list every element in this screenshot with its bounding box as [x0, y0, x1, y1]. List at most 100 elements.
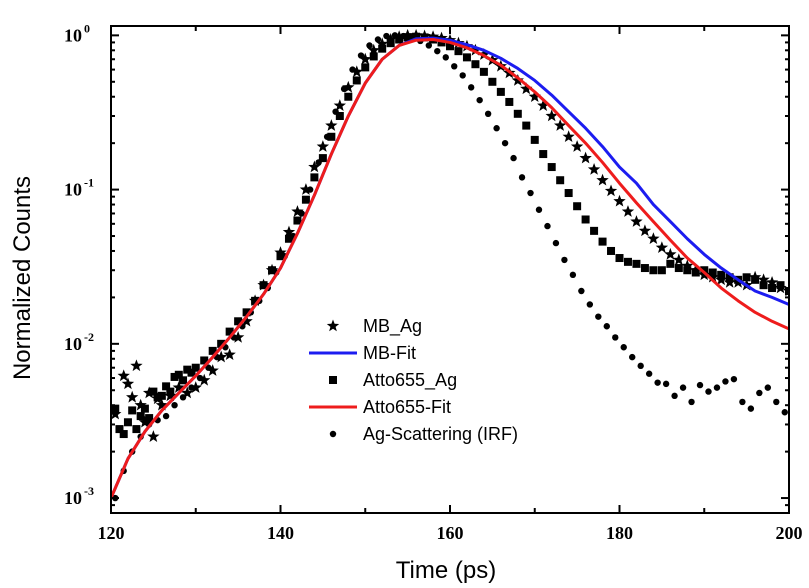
legend-label: Atto655-Fit: [363, 397, 451, 417]
ag-scattering-irf-point: [366, 42, 373, 49]
mb-ag-point: [435, 31, 448, 44]
atto655-ag-point: [119, 430, 128, 439]
mb-ag-point: [748, 270, 762, 283]
atto655-ag-point: [496, 87, 505, 96]
ag-scattering-irf-point: [781, 409, 788, 416]
mb-ag-point: [469, 43, 482, 56]
atto655-ag-point: [640, 264, 649, 273]
mb-ag-point: [282, 225, 296, 238]
y-tick-exponent: -2: [84, 330, 94, 344]
ag-scattering-irf-point: [561, 256, 568, 264]
mb-ag-point: [308, 160, 321, 173]
atto655-ag-point: [632, 259, 641, 268]
mb-ag-point: [359, 52, 372, 65]
ag-scattering-irf-point: [578, 287, 585, 295]
atto655-ag-point: [284, 234, 293, 243]
atto655-ag-point: [140, 404, 149, 413]
mb-ag-point: [570, 140, 584, 152]
ag-scattering-irf-point: [434, 47, 441, 55]
atto655-ag-point: [318, 154, 327, 163]
atto655-ag-point: [395, 35, 404, 44]
atto655-ag-point: [768, 284, 777, 293]
legend-item-mb-ag: MB_Ag: [326, 316, 422, 337]
ag-scattering-irf-point: [730, 375, 738, 383]
atto655-ag-point: [598, 237, 607, 246]
mb-ag-point: [231, 330, 245, 343]
ag-scattering-irf-point: [586, 301, 594, 308]
atto655-ag-point: [547, 163, 556, 172]
atto655-ag-point: [293, 216, 302, 225]
ag-scattering-irf-point: [773, 398, 780, 406]
legend-swatch: [326, 319, 340, 332]
mb-ag-point: [134, 398, 147, 411]
mb-ag-point: [367, 43, 380, 56]
atto655-ag-point: [242, 308, 251, 317]
mb-ag-point: [350, 65, 363, 78]
ag-scattering-irf-point: [425, 42, 433, 49]
ag-scattering-irf-point: [654, 379, 661, 386]
mb-ag-point: [723, 275, 736, 288]
ag-scattering-irf-point: [722, 378, 729, 385]
mb-ag-point: [392, 30, 406, 42]
ag-scattering-irf-point: [459, 72, 466, 79]
atto655-ag-point: [513, 109, 522, 118]
atto655-ag-point: [225, 327, 234, 336]
ag-scattering-irf-point: [162, 412, 170, 420]
ag-scattering-irf-point: [612, 334, 619, 341]
ag-scattering-irf-point: [688, 398, 695, 406]
series-layer: [111, 28, 789, 502]
mb-ag-point: [248, 294, 262, 307]
mb-ag-point: [240, 314, 253, 327]
legend-swatch: [329, 376, 337, 384]
atto655-ag-point: [344, 92, 353, 101]
mb-ag-point: [223, 348, 236, 360]
y-tick-exponent: -1: [84, 176, 94, 190]
y-tick-label: 10 0: [64, 21, 90, 45]
mb-ag-point: [774, 281, 787, 294]
mb-ag-point: [342, 80, 355, 93]
x-tick-label: 140: [267, 523, 294, 543]
ag-scattering-irf-point: [595, 313, 602, 320]
mb-ag-point: [731, 275, 745, 288]
mb-ag-point: [384, 33, 397, 45]
atto655-ag-point: [162, 382, 171, 391]
legend-item-mb-fit: MB-Fit: [309, 343, 416, 363]
mb-ag-point: [147, 430, 160, 442]
mb-ag-point: [579, 151, 592, 164]
mb-ag-point: [621, 205, 635, 217]
ag-scattering-irf-point: [374, 36, 382, 43]
mb-ag-point: [291, 205, 304, 217]
x-tick-label: 160: [437, 523, 464, 543]
atto655-ag-point: [607, 246, 616, 255]
mb-ag-point: [664, 247, 677, 260]
atto655-ag-point: [615, 254, 624, 263]
atto655-ag-point: [556, 176, 565, 185]
mb-ag-point: [151, 392, 164, 405]
atto655-ag-point: [462, 53, 471, 62]
mb-ag-point: [426, 30, 440, 42]
atto655-ag-point: [759, 281, 768, 290]
atto655-ag-point: [191, 363, 200, 372]
ag-scattering-irf-point: [696, 381, 704, 389]
legend-label: Atto655_Ag: [363, 370, 457, 391]
ag-scattering-irf-point: [671, 392, 678, 400]
atto655-ag-point: [310, 173, 319, 182]
mb-ag-point: [257, 278, 270, 291]
ag-scattering-irf-point: [476, 96, 483, 104]
mb-ag-point: [138, 415, 152, 428]
mb-ag-point: [630, 215, 643, 227]
mb-ag-point: [613, 194, 626, 207]
y-axis-title: Normalized Counts: [9, 176, 36, 380]
mb-ag-point: [274, 246, 287, 258]
x-axis-title: Time (ps): [396, 557, 496, 584]
atto655-ag-point: [683, 266, 692, 275]
mb-ag-point: [511, 73, 524, 86]
ag-scattering-irf-point: [756, 389, 763, 397]
legend-item-atto655-ag: Atto655_Ag: [329, 370, 457, 391]
mb-ag-point: [155, 398, 169, 411]
atto655-ag-point: [674, 264, 683, 273]
atto655-fit-line: [111, 38, 789, 499]
atto655-ag-point: [590, 226, 599, 235]
ag-scattering-irf-point: [535, 206, 543, 213]
atto655-ag-point: [200, 356, 209, 365]
